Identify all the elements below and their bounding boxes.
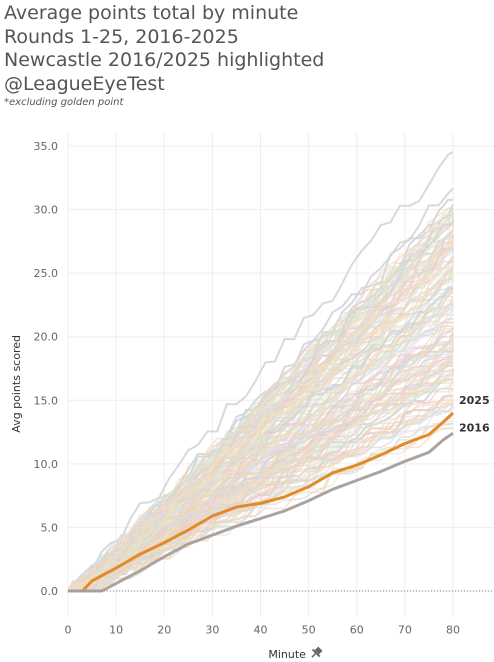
- pin-icon-bar: [311, 648, 321, 658]
- x-axis-label: Minute: [268, 648, 306, 661]
- title-block: Average points total by minute Rounds 1-…: [4, 2, 494, 108]
- chart-title-line-3: Newcastle 2016/2025 highlighted: [4, 49, 325, 71]
- chart-title-line-1: Average points total by minute: [4, 2, 299, 24]
- y-tick-label: 10.0: [34, 458, 59, 471]
- y-tick-label: 25.0: [34, 267, 59, 280]
- background-series-line: [67, 251, 453, 592]
- x-tick-label: 20: [157, 623, 171, 636]
- x-tick-label: 80: [446, 623, 460, 636]
- chart-title-line-4: @LeagueEyeTest: [4, 72, 165, 95]
- series-line-2016: [68, 432, 454, 593]
- chart-title-line-2: Rounds 1-25, 2016-2025: [4, 25, 239, 48]
- x-tick-label: 50: [302, 623, 316, 636]
- background-series-line: [68, 268, 454, 592]
- background-series-line: [67, 240, 453, 592]
- pin-icon-head: [314, 646, 323, 655]
- background-series-line: [67, 287, 453, 592]
- x-tick-label: 0: [65, 623, 72, 636]
- axis-layer: 0.0 5.0 10.0 15.0 20.0 25.0 30.0 35.0 0 10 20 30 40 5…: [10, 140, 494, 661]
- y-tick-label: 15.0: [34, 394, 59, 407]
- background-series-line: [67, 151, 454, 592]
- chart-footnote: *excluding golden point: [4, 97, 124, 108]
- x-tick-label: 40: [254, 623, 268, 636]
- series-label-2025: 2025: [459, 394, 490, 407]
- y-tick-label: 30.0: [34, 204, 59, 217]
- x-tick-label: 10: [109, 623, 123, 636]
- y-axis-label: Avg points scored: [10, 335, 23, 433]
- pin-icon: [311, 646, 323, 658]
- y-tick-label: 35.0: [34, 140, 59, 153]
- x-tick-label: 70: [398, 623, 412, 636]
- y-tick-label: 20.0: [34, 331, 59, 344]
- series-label-2016: 2016: [459, 421, 490, 434]
- y-tick-label: 0.0: [41, 585, 59, 598]
- background-series-line: [67, 220, 454, 592]
- series-line-2025: [68, 411, 455, 593]
- background-series-line: [68, 233, 453, 592]
- y-tick-label: 5.0: [41, 521, 59, 534]
- x-tick-label: 60: [350, 623, 364, 636]
- pin-icon-needle: [311, 653, 316, 658]
- background-series-line: [67, 420, 453, 592]
- x-tick-label: 30: [205, 623, 219, 636]
- highlighted-series-layer: 2025 2016: [68, 394, 490, 593]
